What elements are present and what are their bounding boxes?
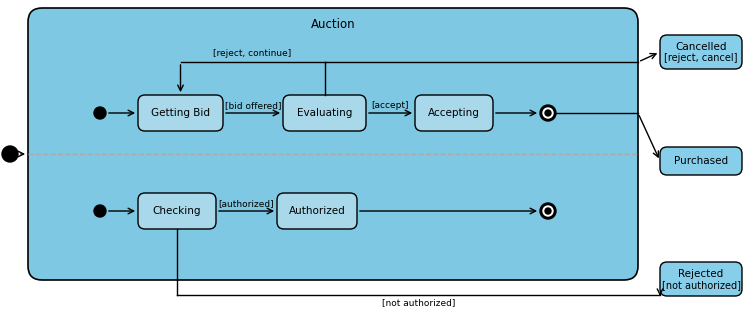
Text: [not authorized]: [not authorized]: [661, 280, 741, 290]
Text: Accepting: Accepting: [428, 108, 480, 118]
Text: Rejected: Rejected: [679, 269, 723, 279]
FancyBboxPatch shape: [660, 147, 742, 175]
Circle shape: [545, 110, 551, 116]
FancyBboxPatch shape: [660, 35, 742, 69]
Circle shape: [543, 206, 553, 216]
Text: [reject, cancel]: [reject, cancel]: [664, 53, 738, 63]
Circle shape: [540, 203, 556, 219]
FancyBboxPatch shape: [660, 262, 742, 296]
Text: [bid offered]: [bid offered]: [225, 101, 282, 110]
Text: [accept]: [accept]: [371, 101, 409, 110]
Circle shape: [543, 108, 553, 118]
Circle shape: [540, 105, 556, 121]
Text: Checking: Checking: [153, 206, 202, 216]
Circle shape: [94, 107, 106, 119]
FancyBboxPatch shape: [283, 95, 366, 131]
Circle shape: [94, 205, 106, 217]
Circle shape: [2, 146, 18, 162]
Text: Authorized: Authorized: [288, 206, 345, 216]
Text: Getting Bid: Getting Bid: [151, 108, 210, 118]
FancyBboxPatch shape: [28, 8, 638, 280]
Text: Purchased: Purchased: [674, 156, 728, 166]
FancyBboxPatch shape: [415, 95, 493, 131]
Text: [authorized]: [authorized]: [219, 199, 274, 208]
Text: [not authorized]: [not authorized]: [382, 298, 455, 307]
FancyBboxPatch shape: [277, 193, 357, 229]
Text: Auction: Auction: [311, 18, 356, 31]
Text: Cancelled: Cancelled: [675, 42, 727, 52]
FancyBboxPatch shape: [138, 95, 223, 131]
Text: Evaluating: Evaluating: [297, 108, 352, 118]
FancyBboxPatch shape: [138, 193, 216, 229]
Text: [reject, continue]: [reject, continue]: [214, 49, 291, 58]
Circle shape: [545, 208, 551, 214]
